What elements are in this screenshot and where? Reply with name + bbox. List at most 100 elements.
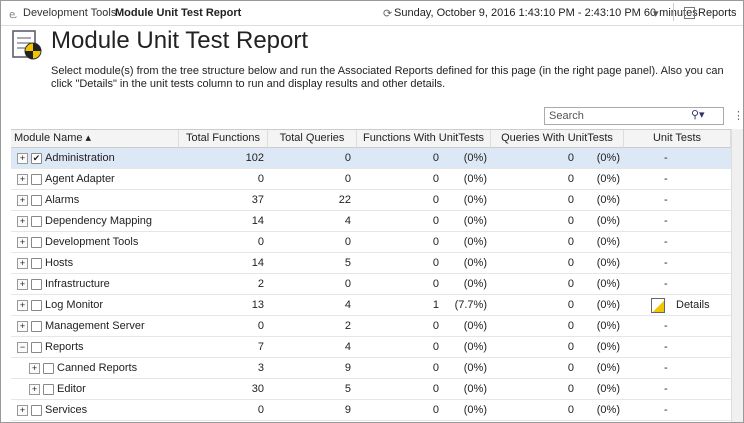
table-row[interactable]: + Development Tools 0 0 0 (0%) 0 (0%) - <box>11 232 731 253</box>
total-functions: 2 <box>257 278 264 290</box>
unit-tests: - <box>664 404 668 416</box>
divider <box>673 3 674 21</box>
table-row[interactable]: + Log Monitor 13 4 1 (7.7%) 0 (0%) Details <box>11 295 731 316</box>
module-name: Log Monitor <box>45 299 104 311</box>
expander[interactable]: + <box>17 279 28 290</box>
expander[interactable]: − <box>17 342 28 353</box>
functions-test-percent: (0%) <box>463 257 487 269</box>
checkbox[interactable] <box>31 321 42 332</box>
checkbox[interactable] <box>31 342 42 353</box>
total-queries: 4 <box>344 341 351 353</box>
table-row[interactable]: + Hosts 14 5 0 (0%) 0 (0%) - <box>11 253 731 274</box>
expander[interactable]: + <box>17 321 28 332</box>
column-header-text: Total Queries <box>279 132 345 144</box>
column-header[interactable]: Total Functions <box>179 130 268 148</box>
functions-with-tests: 0 <box>432 362 439 374</box>
table-row[interactable]: + Services 0 9 0 (0%) 0 (0%) - <box>11 400 731 421</box>
unit-tests: - <box>664 173 668 185</box>
time-icon: ⟳ <box>383 8 393 20</box>
unit-tests: - <box>664 383 668 395</box>
column-header[interactable]: Unit Tests <box>624 130 731 148</box>
expander[interactable]: + <box>17 405 28 416</box>
unit-tests: - <box>664 236 668 248</box>
table-row[interactable]: + Editor 30 5 0 (0%) 0 (0%) - <box>11 379 731 400</box>
expander[interactable]: + <box>29 363 40 374</box>
checkbox[interactable] <box>43 363 54 374</box>
table-row[interactable]: − Reports 7 4 0 (0%) 0 (0%) - <box>11 337 731 358</box>
module-table: Module Name ▴ Total Functions Total Querie… <box>11 129 731 422</box>
checkbox[interactable] <box>31 237 42 248</box>
module-name: Infrastructure <box>45 278 110 290</box>
total-functions: 0 <box>257 320 264 332</box>
checkbox[interactable] <box>31 174 42 185</box>
checkbox[interactable] <box>31 216 42 227</box>
table-row[interactable]: + ✔ Administration 102 0 0 (0%) 0 (0%) - <box>11 148 731 169</box>
breadcrumb-icon: ⱸ <box>9 9 17 21</box>
queries-test-percent: (0%) <box>596 215 620 227</box>
checkbox[interactable]: ✔ <box>31 153 42 164</box>
expander[interactable]: + <box>17 300 28 311</box>
checkbox[interactable] <box>31 279 42 290</box>
table-row[interactable]: + Management Server 0 2 0 (0%) 0 (0%) - <box>11 316 731 337</box>
functions-with-tests: 0 <box>432 320 439 332</box>
table-row[interactable]: + Infrastructure 2 0 0 (0%) 0 (0%) - <box>11 274 731 295</box>
module-name: Development Tools <box>45 236 139 248</box>
queries-test-percent: (0%) <box>596 152 620 164</box>
details-icon[interactable] <box>651 298 665 313</box>
total-queries: 4 <box>344 299 351 311</box>
expander[interactable]: + <box>17 216 28 227</box>
module-name: Reports <box>45 341 84 353</box>
column-header[interactable]: Total Queries <box>268 130 357 148</box>
column-menu[interactable]: ⋮ <box>733 110 744 122</box>
expander[interactable]: + <box>17 174 28 185</box>
queries-test-percent: (0%) <box>596 362 620 374</box>
functions-with-tests: 0 <box>432 383 439 395</box>
expander[interactable]: + <box>17 237 28 248</box>
table-row[interactable]: + Alarms 37 22 0 (0%) 0 (0%) - <box>11 190 731 211</box>
column-header[interactable]: Module Name ▴ <box>11 130 179 148</box>
queries-with-tests: 0 <box>567 257 574 269</box>
queries-test-percent: (0%) <box>596 236 620 248</box>
expander[interactable]: + <box>17 258 28 269</box>
reports-button[interactable]: Reports <box>698 7 737 19</box>
queries-test-percent: (0%) <box>596 383 620 395</box>
sort-arrow: ▴ <box>82 132 92 144</box>
checkbox[interactable] <box>31 195 42 206</box>
functions-test-percent: (0%) <box>463 320 487 332</box>
report-icon <box>12 30 42 60</box>
checkbox[interactable] <box>31 405 42 416</box>
total-functions: 14 <box>251 257 264 269</box>
table-row[interactable]: + Dependency Mapping 14 4 0 (0%) 0 (0%) - <box>11 211 731 232</box>
checkbox[interactable] <box>43 384 54 395</box>
time-range[interactable]: Sunday, October 9, 2016 1:43:10 PM - 2:4… <box>394 7 698 19</box>
queries-with-tests: 0 <box>567 299 574 311</box>
checkbox[interactable] <box>31 258 42 269</box>
functions-test-percent: (0%) <box>463 152 487 164</box>
details-link[interactable]: Details <box>676 299 710 311</box>
total-queries: 5 <box>344 383 351 395</box>
queries-with-tests: 0 <box>567 215 574 227</box>
total-functions: 37 <box>251 194 264 206</box>
table-row[interactable]: + Agent Adapter 0 0 0 (0%) 0 (0%) - <box>11 169 731 190</box>
column-header[interactable]: Functions With UnitTests <box>357 130 491 148</box>
functions-test-percent: (0%) <box>463 215 487 227</box>
queries-test-percent: (0%) <box>596 173 620 185</box>
search-icon[interactable]: ⚲▾ <box>691 109 705 121</box>
functions-test-percent: (0%) <box>463 404 487 416</box>
column-header-text: Queries With UnitTests <box>501 132 613 144</box>
column-header[interactable]: Queries With UnitTests <box>491 130 624 148</box>
functions-with-tests: 0 <box>432 152 439 164</box>
breadcrumb-link[interactable]: Development Tools <box>23 7 117 19</box>
unit-tests: - <box>664 341 668 353</box>
expander[interactable]: + <box>29 384 40 395</box>
expander[interactable]: + <box>17 153 28 164</box>
unit-tests: - <box>664 152 668 164</box>
time-dropdown[interactable]: ▾ <box>653 8 659 20</box>
search-box[interactable]: Search <box>544 107 724 125</box>
column-header-text: Total Functions <box>186 132 260 144</box>
expander[interactable]: + <box>17 195 28 206</box>
checkbox[interactable] <box>31 300 42 311</box>
total-queries: 2 <box>344 320 351 332</box>
scrollbar[interactable] <box>731 129 743 422</box>
table-row[interactable]: + Canned Reports 3 9 0 (0%) 0 (0%) - <box>11 358 731 379</box>
